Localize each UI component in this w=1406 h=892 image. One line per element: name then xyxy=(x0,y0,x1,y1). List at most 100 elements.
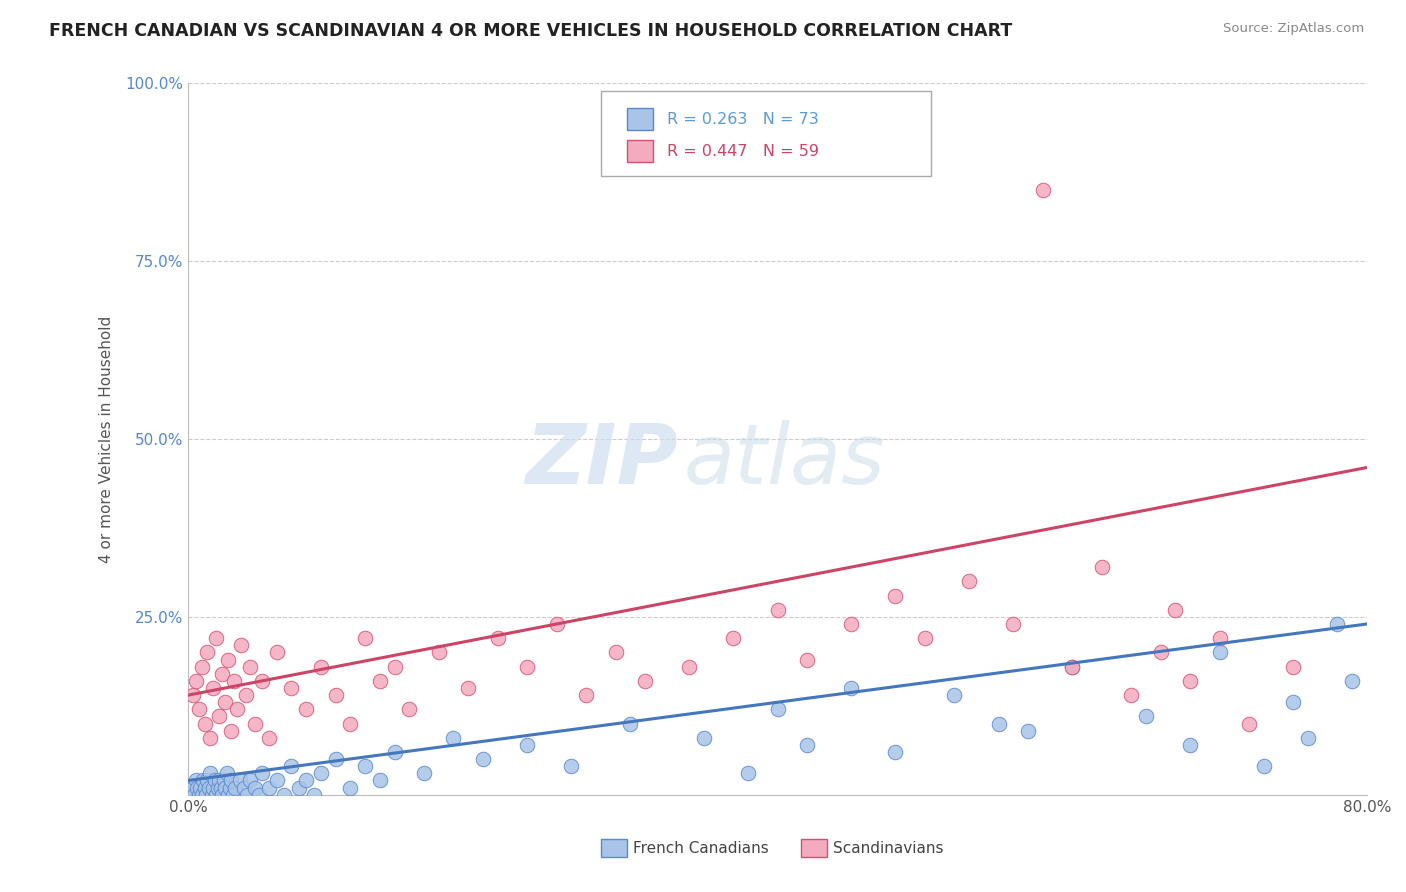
Point xyxy=(302,788,325,802)
Point xyxy=(280,759,302,773)
Point xyxy=(247,788,270,802)
Point xyxy=(239,773,262,788)
Point xyxy=(215,766,238,780)
Point xyxy=(211,666,233,681)
Point xyxy=(413,766,436,780)
Point xyxy=(1062,659,1084,673)
Text: FRENCH CANADIAN VS SCANDINAVIAN 4 OR MORE VEHICLES IN HOUSEHOLD CORRELATION CHAR: FRENCH CANADIAN VS SCANDINAVIAN 4 OR MOR… xyxy=(49,22,1012,40)
Point xyxy=(204,773,226,788)
Point xyxy=(184,673,207,688)
Point xyxy=(368,673,391,688)
Point xyxy=(766,603,789,617)
Point xyxy=(443,731,465,745)
Point xyxy=(218,780,240,795)
Point xyxy=(222,673,245,688)
Text: R = 0.447   N = 59: R = 0.447 N = 59 xyxy=(666,144,818,159)
Point xyxy=(266,773,288,788)
Point xyxy=(187,788,209,802)
Point xyxy=(1282,659,1305,673)
Point xyxy=(560,759,582,773)
FancyBboxPatch shape xyxy=(627,108,652,129)
Point xyxy=(1326,617,1348,632)
Point xyxy=(202,681,225,695)
Point xyxy=(200,731,222,745)
Point xyxy=(190,788,212,802)
Point xyxy=(197,773,219,788)
Point xyxy=(187,702,209,716)
Point xyxy=(516,738,538,752)
Point xyxy=(231,638,253,652)
Point xyxy=(195,788,218,802)
Point xyxy=(205,788,228,802)
Point xyxy=(243,716,266,731)
Text: Scandinavians: Scandinavians xyxy=(832,840,943,855)
Point xyxy=(796,652,818,666)
Point xyxy=(546,617,568,632)
Point xyxy=(339,716,361,731)
Point xyxy=(259,731,281,745)
Point xyxy=(384,659,406,673)
Point xyxy=(226,702,249,716)
Point xyxy=(259,780,281,795)
Point xyxy=(339,780,361,795)
Point xyxy=(266,645,288,659)
Point xyxy=(486,631,509,645)
Point xyxy=(884,745,907,759)
Point xyxy=(796,738,818,752)
Point xyxy=(198,780,221,795)
Point xyxy=(208,709,231,723)
Point xyxy=(191,773,214,788)
Point xyxy=(214,695,236,709)
Point xyxy=(288,780,311,795)
Point xyxy=(217,652,239,666)
Point xyxy=(605,645,627,659)
Point xyxy=(219,723,242,738)
Point xyxy=(943,688,966,702)
Point xyxy=(325,688,347,702)
Point xyxy=(295,773,318,788)
Point xyxy=(1164,603,1187,617)
Point xyxy=(239,659,262,673)
Point xyxy=(427,645,450,659)
Point xyxy=(1017,723,1039,738)
Point xyxy=(1237,716,1260,731)
Point xyxy=(1341,673,1364,688)
Point xyxy=(354,631,377,645)
Point xyxy=(1178,673,1201,688)
Point xyxy=(1149,645,1171,659)
Point xyxy=(273,788,295,802)
Point xyxy=(188,780,211,795)
Point xyxy=(678,659,700,673)
Point xyxy=(224,780,246,795)
Point xyxy=(211,788,233,802)
Point xyxy=(693,731,716,745)
Point xyxy=(205,631,228,645)
Point xyxy=(229,773,252,788)
Point xyxy=(243,780,266,795)
Point xyxy=(634,673,657,688)
Point xyxy=(202,780,225,795)
Text: ZIP: ZIP xyxy=(524,420,678,501)
Point xyxy=(516,659,538,673)
Point xyxy=(221,788,243,802)
Point xyxy=(217,788,239,802)
FancyBboxPatch shape xyxy=(801,838,827,856)
Point xyxy=(619,716,641,731)
Point xyxy=(181,688,204,702)
Point xyxy=(1119,688,1142,702)
Point xyxy=(325,752,347,766)
Point xyxy=(233,780,256,795)
Point xyxy=(398,702,420,716)
Point xyxy=(208,773,231,788)
Point xyxy=(219,773,242,788)
Point xyxy=(193,716,215,731)
Point xyxy=(354,759,377,773)
Point xyxy=(295,702,318,716)
Point xyxy=(209,780,232,795)
FancyBboxPatch shape xyxy=(600,838,627,856)
Point xyxy=(987,716,1010,731)
Point xyxy=(214,780,236,795)
Point xyxy=(457,681,479,695)
Y-axis label: 4 or more Vehicles in Household: 4 or more Vehicles in Household xyxy=(100,316,114,563)
Point xyxy=(737,766,759,780)
